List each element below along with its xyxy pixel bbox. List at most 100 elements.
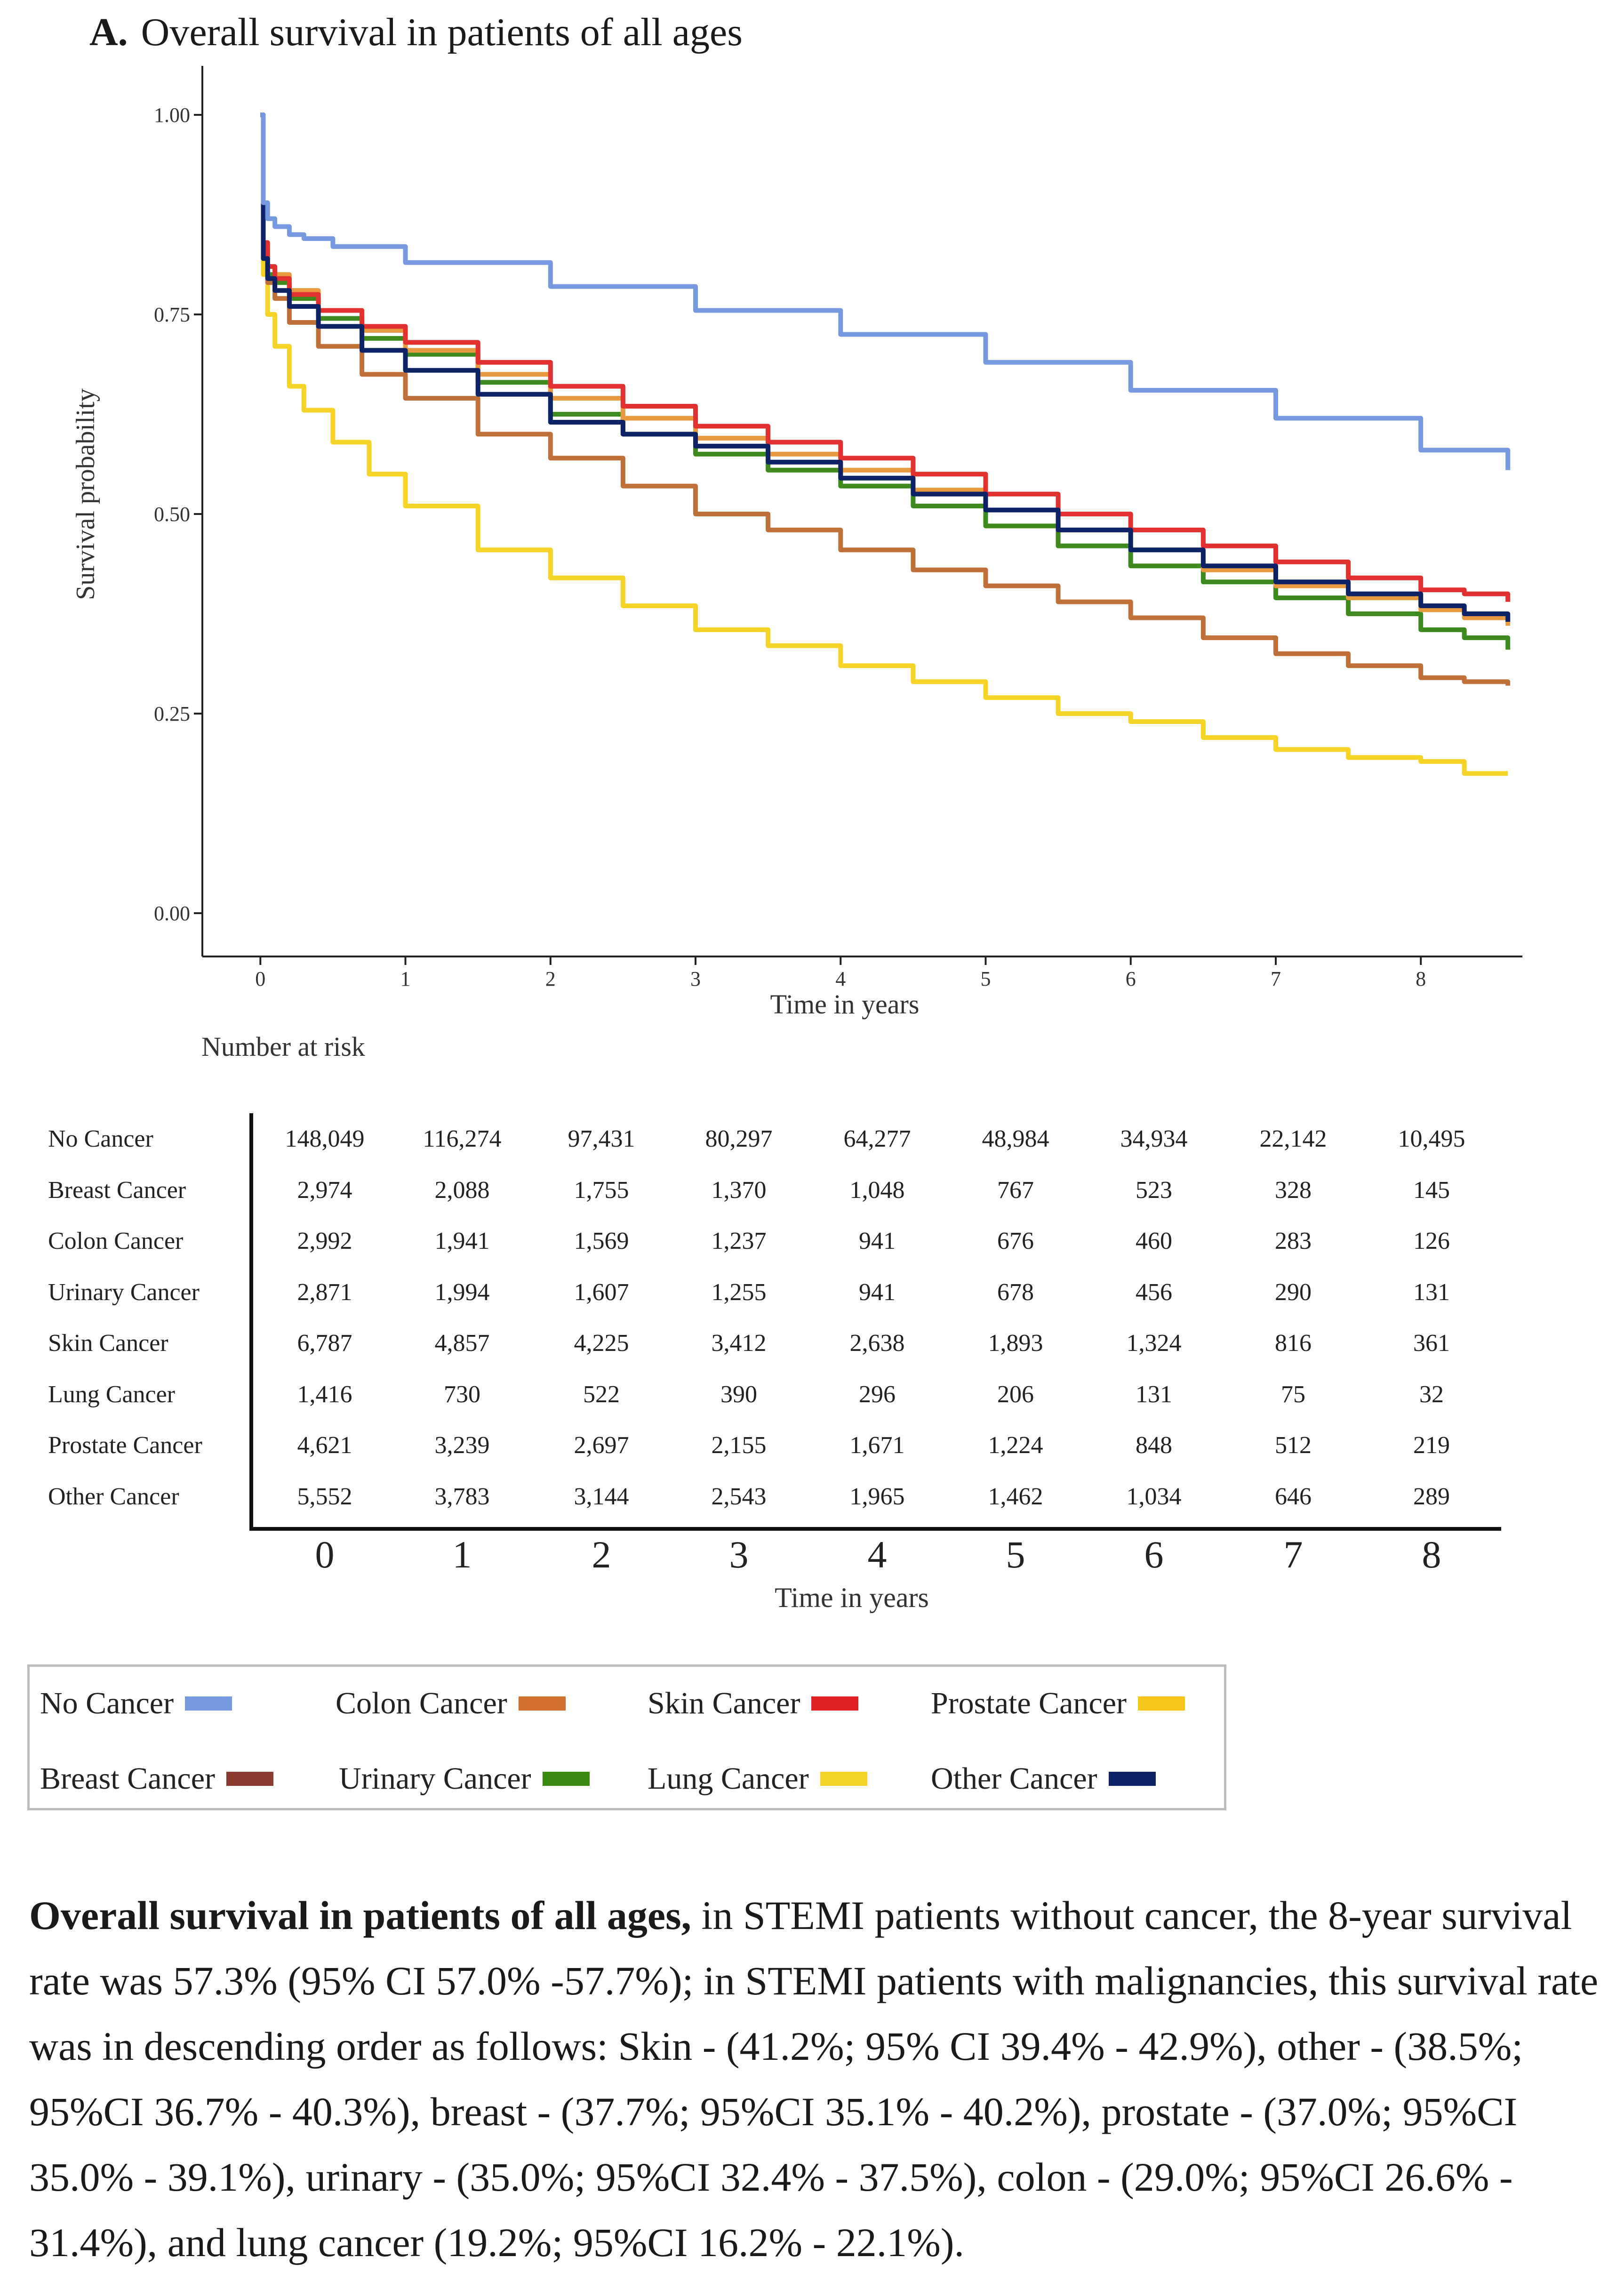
legend-swatch — [1138, 1696, 1185, 1711]
risk-cell: 523 — [1136, 1176, 1172, 1204]
risk-cell: 1,255 — [711, 1278, 767, 1306]
risk-cell: 2,543 — [711, 1483, 767, 1510]
risk-cell: 2,638 — [849, 1330, 905, 1357]
risk-cell: 1,224 — [988, 1432, 1043, 1459]
risk-cell: 848 — [1136, 1432, 1172, 1459]
y-tick-label: 1.00 — [154, 104, 190, 127]
risk-cell: 3,783 — [434, 1483, 490, 1510]
legend-label: Other Cancer — [931, 1761, 1097, 1796]
risk-cell: 32 — [1419, 1381, 1444, 1408]
risk-cell: 145 — [1413, 1176, 1450, 1204]
risk-cell: 4,225 — [574, 1330, 629, 1357]
x-tick-label: 3 — [690, 967, 701, 990]
legend-item-breast-cancer: Breast Cancer — [40, 1761, 273, 1797]
risk-cell: 1,462 — [988, 1483, 1043, 1510]
risk-cell: 219 — [1413, 1432, 1450, 1459]
risk-cell: 296 — [859, 1381, 896, 1408]
risk-cell: 1,324 — [1126, 1330, 1182, 1357]
risk-cell: 1,034 — [1126, 1483, 1182, 1510]
caption-body: in STEMI patients without cancer, the 8-… — [29, 1893, 1599, 2265]
risk-cell: 2,697 — [574, 1432, 629, 1459]
figure-title-text: Overall survival in patients of all ages — [141, 10, 743, 54]
risk-cell: 283 — [1275, 1228, 1312, 1254]
risk-cell: 1,607 — [574, 1278, 629, 1306]
risk-cell: 941 — [859, 1278, 896, 1306]
x-tick-label: 7 — [1271, 967, 1281, 990]
risk-row-label: Skin Cancer — [48, 1330, 168, 1357]
series-line-no-cancer — [260, 112, 1511, 470]
risk-table-title: Number at risk — [201, 1031, 365, 1062]
risk-cell: 6,787 — [297, 1330, 352, 1357]
risk-time-tick: 0 — [315, 1533, 335, 1576]
risk-cell: 290 — [1275, 1278, 1312, 1306]
risk-cell: 3,239 — [434, 1432, 490, 1459]
risk-cell: 1,994 — [434, 1278, 490, 1306]
series-layer — [260, 112, 1511, 776]
legend-label: Colon Cancer — [336, 1686, 507, 1720]
y-tick-label: 0.00 — [154, 902, 190, 925]
legend-swatch — [518, 1696, 566, 1711]
risk-cell: 1,893 — [988, 1330, 1043, 1357]
x-tick-label: 5 — [981, 967, 991, 990]
y-axis: 0.00 0.25 0.50 0.75 1.00 — [154, 104, 202, 925]
risk-cell: 2,088 — [434, 1176, 490, 1204]
risk-row-label: Urinary Cancer — [48, 1278, 200, 1306]
legend-label: Lung Cancer — [648, 1761, 809, 1796]
risk-cell: 1,237 — [711, 1228, 767, 1254]
risk-cell: 131 — [1413, 1278, 1450, 1306]
series-line-breast-cancer — [260, 112, 1511, 686]
risk-cell: 3,412 — [711, 1330, 767, 1357]
x-axis: 0 1 2 3 4 5 6 7 8 — [255, 956, 1426, 990]
risk-cell: 328 — [1275, 1176, 1312, 1204]
legend-item-skin-cancer: Skin Cancer — [648, 1686, 859, 1721]
legend-label: Urinary Cancer — [339, 1761, 531, 1796]
series-line-urinary-cancer — [260, 112, 1511, 650]
x-axis-label: Time in years — [770, 989, 920, 1020]
risk-row-label: No Cancer — [48, 1125, 153, 1152]
risk-cell: 816 — [1275, 1330, 1312, 1357]
risk-cell: 289 — [1413, 1483, 1450, 1510]
risk-row-label: Breast Cancer — [48, 1176, 186, 1204]
risk-cell: 206 — [997, 1381, 1034, 1408]
survival-chart: 0.00 0.25 0.50 0.75 1.00 0 1 2 3 4 5 6 7 8 Time in y… — [71, 66, 1522, 1020]
risk-time-tick: 4 — [867, 1533, 887, 1576]
legend-label: No Cancer — [40, 1686, 174, 1720]
legend-item-prostate-cancer: Prostate Cancer — [931, 1686, 1185, 1721]
risk-cell: 126 — [1413, 1228, 1450, 1254]
risk-cell: 1,941 — [434, 1228, 490, 1254]
risk-time-tick: 7 — [1283, 1533, 1303, 1576]
x-tick-label: 8 — [1416, 967, 1426, 990]
risk-cell: 646 — [1275, 1483, 1312, 1510]
risk-cell: 22,142 — [1259, 1125, 1327, 1152]
risk-row-label: Prostate Cancer — [48, 1432, 202, 1459]
legend-swatch — [542, 1772, 590, 1786]
risk-cell: 97,431 — [568, 1125, 635, 1152]
legend-item-no-cancer: No Cancer — [40, 1686, 232, 1721]
risk-cell: 522 — [583, 1381, 620, 1408]
risk-cell: 1,370 — [711, 1176, 767, 1204]
risk-cell: 2,871 — [297, 1278, 352, 1306]
risk-cell: 131 — [1136, 1381, 1172, 1408]
risk-cell: 1,416 — [297, 1381, 352, 1408]
legend-item-other-cancer: Other Cancer — [931, 1761, 1156, 1797]
risk-cell: 64,277 — [843, 1125, 911, 1152]
risk-time-tick: 6 — [1144, 1533, 1164, 1576]
risk-table-x-label: Time in years — [775, 1582, 929, 1613]
x-tick-label: 4 — [835, 967, 846, 990]
risk-cell: 10,495 — [1398, 1125, 1465, 1152]
legend-label: Breast Cancer — [40, 1761, 215, 1796]
risk-cell: 75 — [1281, 1381, 1305, 1408]
risk-cell: 116,274 — [423, 1125, 502, 1152]
y-tick-label: 0.50 — [154, 503, 190, 526]
legend-swatch — [185, 1696, 232, 1711]
risk-row-label: Colon Cancer — [48, 1228, 184, 1254]
risk-cell: 2,992 — [297, 1228, 352, 1254]
risk-cell: 1,671 — [849, 1432, 905, 1459]
legend: No Cancer Colon Cancer Skin Cancer Prostate… — [27, 1664, 1226, 1810]
risk-cell: 1,569 — [574, 1228, 629, 1254]
legend-swatch — [820, 1772, 867, 1786]
caption-lead: Overall survival in patients of all ages… — [29, 1893, 692, 1938]
legend-swatch — [1108, 1772, 1156, 1786]
risk-cell: 456 — [1136, 1278, 1172, 1306]
risk-time-tick: 5 — [1006, 1533, 1025, 1576]
